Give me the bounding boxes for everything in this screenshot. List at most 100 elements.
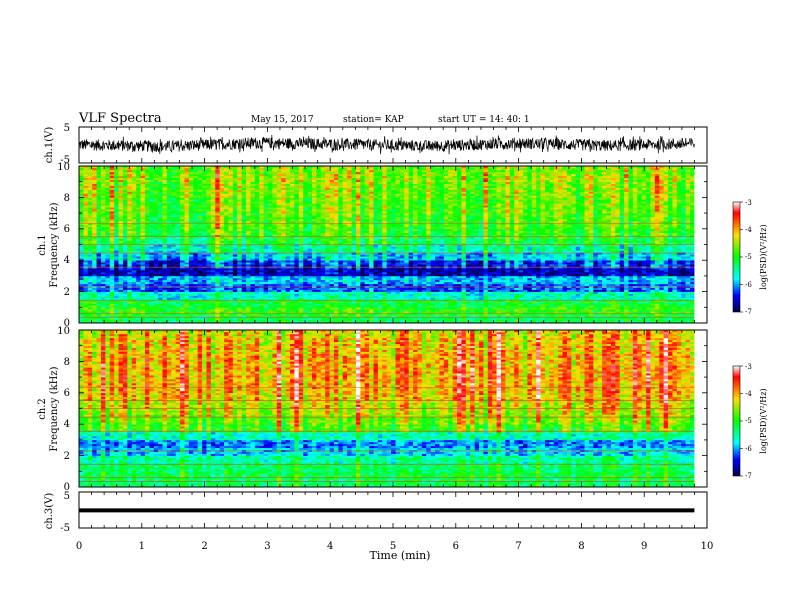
ch1-spectrogram-psd-cell <box>101 292 106 294</box>
ch1-spectrogram-psd-cell <box>92 186 97 188</box>
ch1-spectrogram-psd-cell <box>101 233 106 235</box>
ch1-spectrogram-psd-cell <box>79 262 84 264</box>
ch1-spectrogram-psd-cell <box>149 176 154 178</box>
ch1-spectrogram-psd-cell <box>167 227 172 229</box>
ch1-spectrogram-psd-cell <box>119 219 124 221</box>
ch1-spectrogram-psd-cell <box>114 258 119 260</box>
ch1-spectrogram-psd-cell <box>83 248 88 250</box>
ch1-spectrogram-psd-cell <box>145 248 150 250</box>
ch1-spectrogram-psd-cell <box>83 229 88 231</box>
ch1-spectrogram-psd-cell <box>132 178 137 180</box>
ch1-spectrogram-psd-cell <box>132 260 137 262</box>
ch1-spectrogram-psd-cell <box>127 221 132 223</box>
ch1-spectrogram-psd-cell <box>141 258 146 260</box>
ch1-spectrogram-psd-cell <box>141 280 146 282</box>
ch1-spectrogram-psd-cell <box>110 260 115 262</box>
ch1-spectrogram-psd-cell <box>132 246 137 248</box>
ch1-spectrogram-psd-cell <box>97 241 102 243</box>
ch1-spectrogram-psd-cell <box>149 211 154 213</box>
ch1-spectrogram-psd-cell <box>163 168 168 170</box>
ch1-spectrogram-psd-cell <box>97 176 102 178</box>
ch1-spectrogram-psd-cell <box>83 221 88 223</box>
ch1-spectrogram-psd-cell <box>105 319 110 321</box>
ch1-spectrogram-psd-cell <box>92 246 97 248</box>
ch1-spectrogram-psd-cell <box>119 284 124 286</box>
ch1-spectrogram-psd-cell <box>83 246 88 248</box>
ch1-spectrogram-psd-cell <box>136 182 141 184</box>
ch1-spectrogram-psd-cell <box>92 315 97 317</box>
ch1-spectrogram-image <box>79 166 707 323</box>
ch1-spectrogram-psd-cell <box>127 215 132 217</box>
ch1-spectrogram-psd-cell <box>171 190 176 192</box>
ch1-spectrogram-psd-cell <box>119 301 124 303</box>
ch1-spectrogram-psd-cell <box>136 290 141 292</box>
ch1-spectrogram-psd-cell <box>163 213 168 215</box>
ch1-spectrogram-psd-cell <box>127 190 132 192</box>
ch1-spectrogram-psd-cell <box>167 290 172 292</box>
ch1-spectrogram-psd-cell <box>154 203 159 205</box>
ch1-spectrogram-psd-cell <box>163 197 168 199</box>
ch1-spectrogram-psd-cell <box>110 176 115 178</box>
ch1-spectrogram-psd-cell <box>114 231 119 233</box>
ch1-spectrogram-psd-cell <box>92 309 97 311</box>
header-date: May 15, 2017 <box>251 115 314 125</box>
ch1-spectrogram-psd-cell <box>114 297 119 299</box>
ch1-spectrogram-psd-cell <box>141 296 146 298</box>
ch1-spectrogram-psd-cell <box>83 170 88 172</box>
ch1-spectrogram-psd-cell <box>132 239 137 241</box>
ch1-spectrogram-psd-cell <box>158 168 163 170</box>
ch1-spectrogram-psd-cell <box>79 209 84 211</box>
ch1-spectrogram-psd-cell <box>136 186 141 188</box>
ch1-spectrogram-psd-cell <box>158 192 163 194</box>
ch1-spectrogram-psd-cell <box>158 262 163 264</box>
ch1-spectrogram-psd-cell <box>101 168 106 170</box>
ch1-spectrogram-psd-cell <box>119 195 124 197</box>
ch1-spectrogram-psd-cell <box>101 309 106 311</box>
ch1-spectrogram-psd-cell <box>79 184 84 186</box>
ch1-spectrogram-psd-cell <box>167 288 172 290</box>
ch1-spectrogram-psd-cell <box>154 292 159 294</box>
ch1-spectrogram-psd-cell <box>154 178 159 180</box>
ch1-spectrogram-psd-cell <box>92 274 97 276</box>
ch1-spectrogram-psd-cell <box>88 225 93 227</box>
ch1-spectrogram-psd-cell <box>123 309 128 311</box>
ch1-spectrogram-psd-cell <box>158 170 163 172</box>
ch1-spectrogram-psd-cell <box>163 211 168 213</box>
ch1-spectrogram-psd-cell <box>149 184 154 186</box>
ch1-spectrogram-psd-cell <box>123 276 128 278</box>
ch1-spectrogram-psd-cell <box>119 260 124 262</box>
ch1-spectrogram-psd-cell <box>145 188 150 190</box>
ch1-spectrogram-psd-cell <box>105 315 110 317</box>
ch1-spectrogram-psd-cell <box>110 209 115 211</box>
ch1-spectrogram-psd-cell <box>154 262 159 264</box>
ch1-spectrogram-psd-cell <box>119 203 124 205</box>
ch1-spectrogram-psd-cell <box>92 268 97 270</box>
ch1-spectrogram-psd-cell <box>88 241 93 243</box>
ch1-spectrogram-psd-cell <box>88 186 93 188</box>
ch1-spectrogram-psd-cell <box>145 260 150 262</box>
ch1-spectrogram-psd-cell <box>145 201 150 203</box>
ch1-spectrogram-psd-cell <box>101 188 106 190</box>
ch1-spectrogram-psd-cell <box>132 221 137 223</box>
ch1-spectrogram-psd-cell <box>105 264 110 266</box>
ch1-spectrogram-psd-cell <box>158 290 163 292</box>
ch1-spectrogram-psd-cell <box>127 195 132 197</box>
ch1-spectrogram-psd-cell <box>167 307 172 309</box>
ch1-spectrogram-psd-cell <box>141 288 146 290</box>
ch1-spectrogram-psd-cell <box>83 241 88 243</box>
ch1-spectrogram-psd-cell <box>119 270 124 272</box>
ch1-spectrogram-psd-cell <box>145 288 150 290</box>
ch1-spectrogram-psd-cell <box>127 186 132 188</box>
ch1-spectrogram-psd-cell <box>97 221 102 223</box>
ch1-spectrogram-psd-cell <box>119 254 124 256</box>
ch1-spectrogram-psd-cell <box>119 292 124 294</box>
ch1-spectrogram-psd-cell <box>110 280 115 282</box>
ch1-spectrogram-psd-cell <box>123 270 128 272</box>
ch1-spectrogram-psd-cell <box>119 309 124 311</box>
ch1-spectrogram-psd-cell <box>167 203 172 205</box>
ch1-spectrogram-psd-cell <box>110 268 115 270</box>
ch1-spectrogram-psd-cell <box>136 309 141 311</box>
ch1-spectrogram-psd-cell <box>97 199 102 201</box>
ch1-spectrogram-psd-cell <box>92 307 97 309</box>
chart-title: VLF Spectra <box>78 111 162 126</box>
